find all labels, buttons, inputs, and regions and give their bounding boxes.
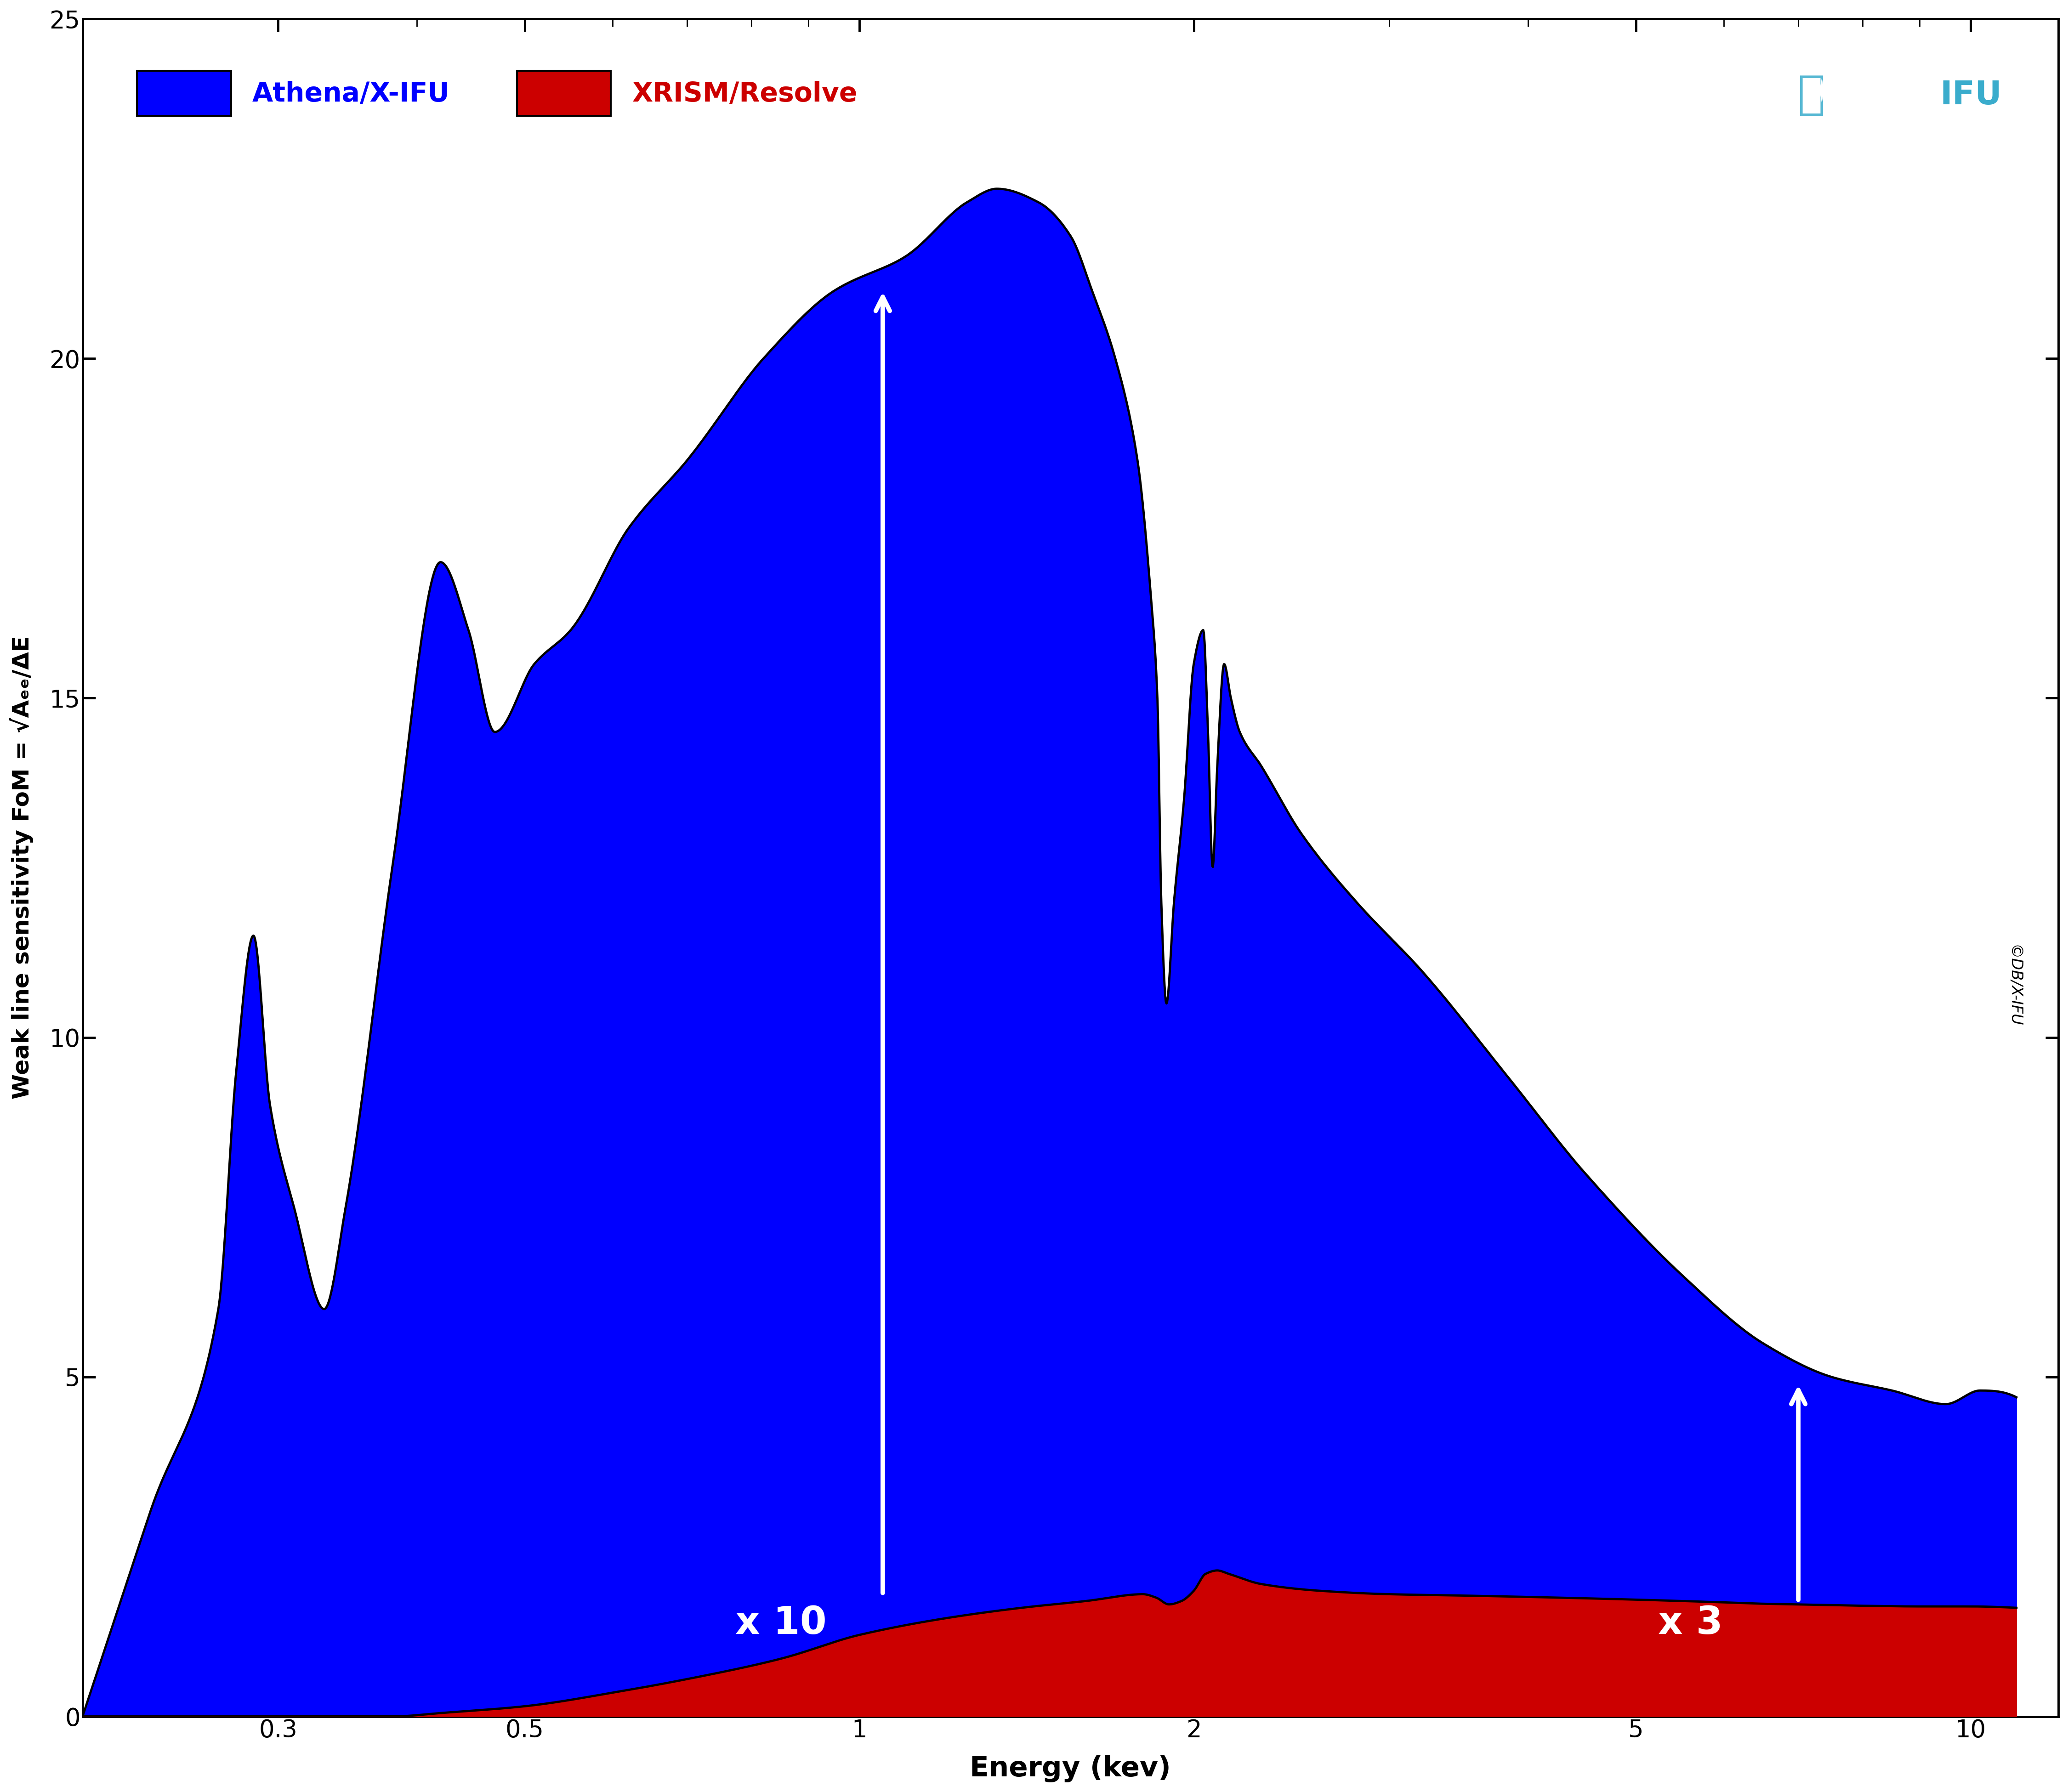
Text: ✶: ✶: [1807, 77, 1834, 109]
Y-axis label: Weak line sensitivity FoM = √Aₑₑ/ΔE: Weak line sensitivity FoM = √Aₑₑ/ΔE: [10, 636, 33, 1098]
X-axis label: Energy (kev): Energy (kev): [970, 1756, 1170, 1783]
Text: ⬜: ⬜: [1797, 73, 1826, 118]
Text: IFU: IFU: [1940, 79, 2002, 111]
Legend: Athena/X-IFU, XRISM/Resolve: Athena/X-IFU, XRISM/Resolve: [116, 50, 879, 138]
Text: x 10: x 10: [734, 1604, 827, 1641]
Text: x 3: x 3: [1659, 1604, 1723, 1641]
Text: ©DB/X-IFU: ©DB/X-IFU: [2006, 944, 2020, 1027]
